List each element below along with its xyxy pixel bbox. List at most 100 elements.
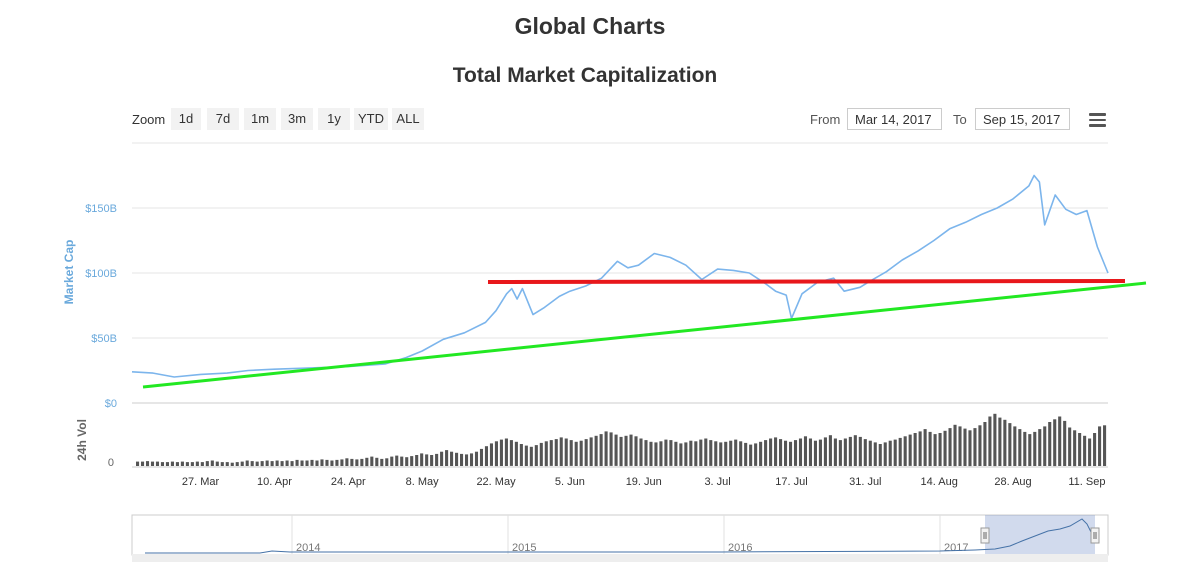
volume-bar <box>564 438 568 466</box>
volume-bar <box>350 458 354 467</box>
volume-bar <box>1068 427 1072 466</box>
volume-bar <box>679 443 683 466</box>
volume-bar <box>793 440 798 466</box>
hamburger-menu-icon[interactable] <box>1089 113 1106 127</box>
zoom-1d-button[interactable]: 1d <box>171 108 201 130</box>
navigator[interactable]: 2014 2015 2016 2017 <box>131 514 1109 556</box>
page-title: Global Charts <box>514 13 666 39</box>
zoom-1y-button[interactable]: 1y <box>318 108 350 130</box>
volume-bar <box>1058 416 1062 466</box>
volume-bar <box>863 439 867 466</box>
green-support-line <box>142 281 1147 389</box>
volume-axis-title: 24h Vol <box>75 419 89 461</box>
zoom-7d-button[interactable]: 7d <box>207 108 239 130</box>
volume-bar <box>699 439 703 466</box>
volume-bar <box>285 460 289 466</box>
volume-bar <box>220 462 224 466</box>
x-tick-label: 14. Aug <box>921 476 958 488</box>
volume-bar <box>225 462 229 466</box>
volume-bar <box>240 461 244 466</box>
volume-bar <box>734 439 738 466</box>
volume-bar <box>305 460 309 466</box>
volume-bar <box>330 460 334 466</box>
market-cap-line <box>131 174 1109 378</box>
volume-bar <box>320 459 324 466</box>
volume-bar <box>395 455 399 466</box>
volume-bar <box>450 451 454 466</box>
volume-bar <box>923 429 927 466</box>
volume-bar <box>460 453 464 466</box>
zoom-ytd-button[interactable]: YTD <box>354 108 388 130</box>
volume-bar <box>654 442 658 466</box>
red-resistance-line <box>487 279 1126 284</box>
volume-bar <box>704 438 708 466</box>
volume-bar <box>883 442 887 466</box>
volume-bar <box>579 440 583 466</box>
navigator-right-handle[interactable] <box>1090 527 1100 544</box>
volume-bar <box>155 461 160 466</box>
volume-bar <box>554 439 558 466</box>
volume-bar <box>968 430 972 467</box>
volume-bar <box>1098 426 1102 466</box>
volume-bar <box>315 460 319 466</box>
volume-bar <box>250 461 254 467</box>
volume-bar <box>724 441 728 466</box>
volume-bar <box>474 451 479 466</box>
zoom-3m-button[interactable]: 3m <box>281 108 313 130</box>
volume-bar <box>1103 425 1107 466</box>
volume-bar <box>235 462 239 466</box>
volume-bar <box>798 438 803 466</box>
volume-bar <box>295 459 299 466</box>
volume-bar <box>325 459 329 466</box>
volume-bar <box>938 433 942 466</box>
x-tick-label: 17. Jul <box>775 476 807 488</box>
volume-bar <box>659 441 663 467</box>
volume-bar <box>390 456 394 466</box>
from-date-input[interactable] <box>847 108 942 130</box>
volume-bar <box>509 440 513 466</box>
volume-bar <box>664 439 668 466</box>
volume-bar <box>519 444 523 466</box>
volume-bar <box>1038 429 1042 466</box>
volume-bar <box>953 424 957 467</box>
volume-bar <box>893 439 897 466</box>
volume-bar <box>200 462 204 466</box>
navigator-year-label: 2017 <box>944 542 968 554</box>
volume-bar <box>833 438 837 466</box>
zoom-all-button[interactable]: ALL <box>392 108 424 130</box>
volume-bar <box>943 430 947 466</box>
volume-bar <box>1033 431 1037 466</box>
y-tick-label: $0 <box>105 398 117 410</box>
volume-bar <box>136 461 140 466</box>
horizontal-scrollbar[interactable] <box>132 554 1108 562</box>
volume-bar <box>445 450 449 466</box>
chart-title: Total Market Capitalization <box>452 64 718 87</box>
zoom-1m-button[interactable]: 1m <box>244 108 276 130</box>
volume-bar <box>1023 431 1027 466</box>
volume-bar <box>455 452 459 466</box>
volume-bar <box>993 413 997 467</box>
volume-bar <box>908 434 912 466</box>
volume-bar <box>170 461 174 466</box>
volume-bar <box>574 441 578 466</box>
volume-bar <box>145 461 150 467</box>
volume-bar <box>779 439 783 466</box>
to-date-input[interactable] <box>975 108 1070 130</box>
volume-bar <box>280 461 284 467</box>
volume-bar <box>195 461 199 466</box>
volume-bar <box>375 457 379 467</box>
volume-bar <box>978 425 982 466</box>
volume-bar <box>1083 435 1087 467</box>
navigator-series-line <box>145 518 1093 554</box>
navigator-frame <box>131 514 1109 556</box>
volume-bar <box>888 440 892 466</box>
x-tick-label: 22. May <box>476 476 516 488</box>
volume-bar <box>933 434 937 466</box>
volume-bar <box>190 462 194 466</box>
y-axis-ticks: $0 $50B $100B $150B <box>85 203 117 410</box>
volume-bar <box>160 462 165 466</box>
volume-bar <box>405 457 409 466</box>
x-tick-label: 28. Aug <box>994 476 1031 488</box>
volume-bar <box>1063 420 1067 466</box>
navigator-left-handle[interactable] <box>980 527 990 544</box>
